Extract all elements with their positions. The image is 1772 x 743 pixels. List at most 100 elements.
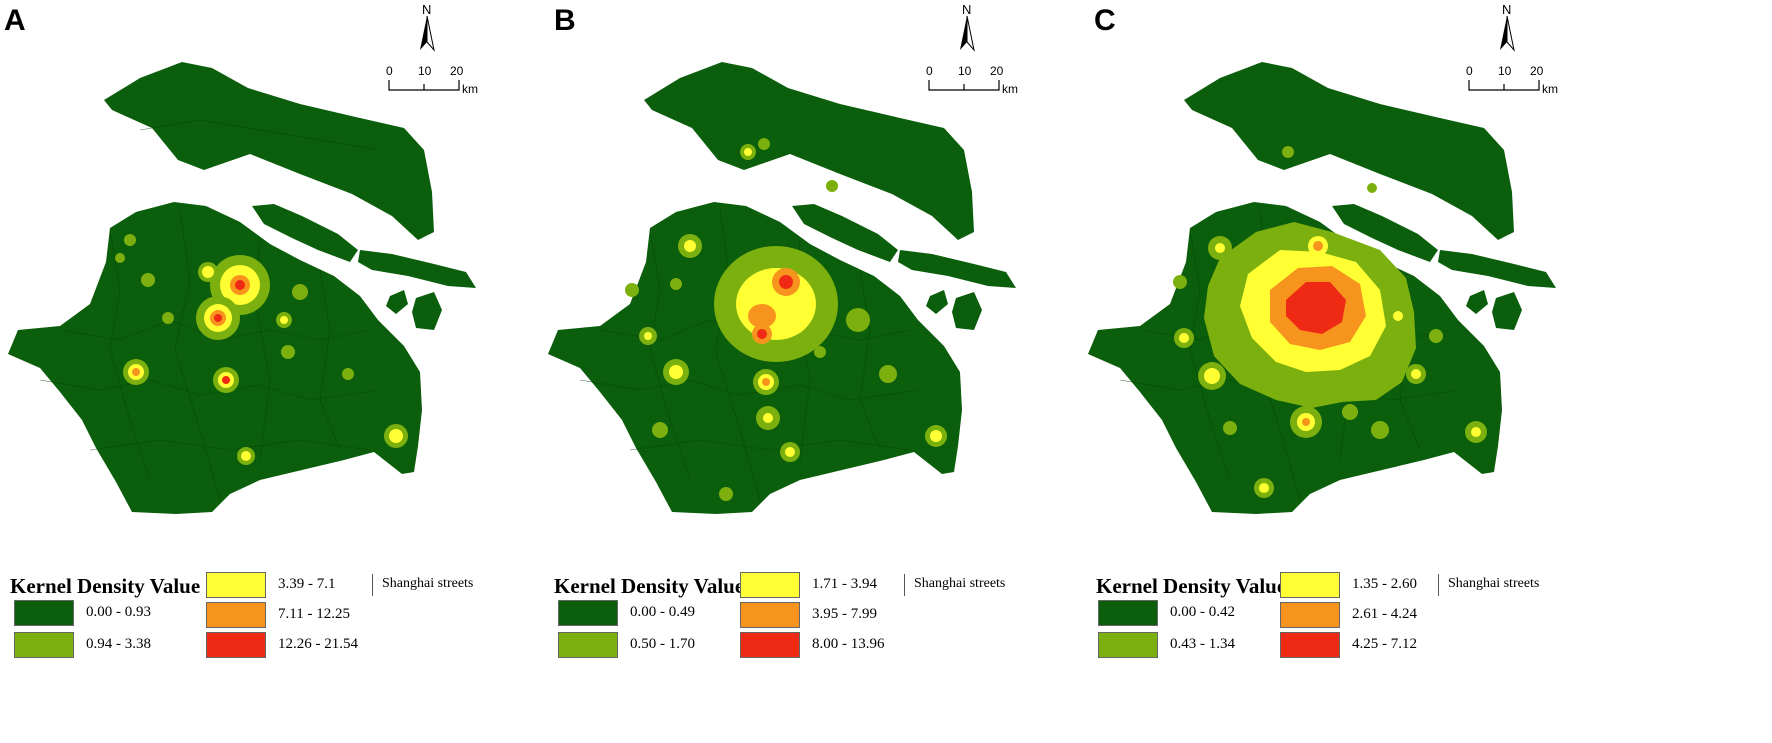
- legend-range: 1.35 - 2.60: [1352, 576, 1417, 592]
- hotspot: [1286, 282, 1346, 334]
- hotspot: [1308, 236, 1328, 256]
- hotspot: [1223, 421, 1237, 435]
- legend-range: 1.71 - 3.94: [812, 576, 877, 592]
- hotspot: [1173, 275, 1187, 289]
- legend-title: Kernel Density Value: [10, 574, 201, 598]
- panel-label: A: [4, 4, 26, 37]
- streets-legend-label: Shanghai streets: [914, 576, 1006, 591]
- hotspot: [1198, 362, 1226, 390]
- legend-swatch: [14, 600, 74, 626]
- hotspot: [780, 442, 800, 462]
- hotspot: [281, 345, 295, 359]
- hotspot: [925, 425, 947, 447]
- legend: Kernel Density Value 0.00 - 0.49 0.50 - …: [540, 570, 1120, 740]
- hotspot: [1282, 146, 1294, 158]
- scale-tick: 20: [1530, 64, 1544, 78]
- hotspot: [663, 359, 689, 385]
- streets-legend-label: Shanghai streets: [1448, 576, 1540, 591]
- legend-swatch: [1280, 632, 1340, 658]
- hotspot: [719, 487, 733, 501]
- scale-tick: 20: [450, 64, 464, 78]
- legend-swatch: [740, 602, 800, 628]
- legend-title: Kernel Density Value: [1096, 574, 1287, 598]
- legend-range: 8.00 - 13.96: [812, 636, 885, 652]
- legend-range: 0.94 - 3.38: [86, 636, 151, 652]
- scale-unit: km: [1542, 82, 1558, 96]
- hotspot: [115, 253, 125, 263]
- hotspot: [752, 324, 772, 344]
- scale-bar: 0 10 20 km: [384, 64, 494, 100]
- legend-swatch: [206, 572, 266, 598]
- hotspot: [210, 255, 270, 315]
- scale-unit: km: [462, 82, 478, 96]
- legend-swatch: [1280, 602, 1340, 628]
- hotspot: [1174, 328, 1194, 348]
- hengsha-island: [1438, 250, 1556, 288]
- legend-swatch: [558, 632, 618, 658]
- hotspot: [1367, 183, 1377, 193]
- hotspot: [1342, 404, 1358, 420]
- chongming-island: [644, 62, 974, 240]
- scale-tick: 20: [990, 64, 1004, 78]
- legend-title: Kernel Density Value: [554, 574, 745, 598]
- hotspot: [237, 447, 255, 465]
- streets-legend-line: [904, 574, 905, 596]
- base-land: [8, 62, 476, 514]
- hotspot: [196, 296, 240, 340]
- map-panel-a: A: [0, 0, 580, 743]
- hotspot: [124, 234, 136, 246]
- streets-legend-line: [372, 574, 373, 596]
- kernel-density-map: [8, 62, 476, 514]
- kernel-density-map: [548, 62, 1016, 514]
- hotspot: [384, 424, 408, 448]
- small-island-2: [952, 292, 982, 330]
- hotspot: [639, 327, 657, 345]
- hotspot: [758, 138, 770, 150]
- hotspot: [342, 368, 354, 380]
- streets-legend-label: Shanghai streets: [382, 576, 474, 591]
- panel-label: B: [554, 4, 576, 37]
- small-island-1: [926, 290, 948, 314]
- hotspot: [652, 422, 668, 438]
- mainland: [8, 202, 422, 514]
- legend-swatch: [740, 632, 800, 658]
- hotspot: [1290, 406, 1322, 438]
- legend-range: 2.61 - 4.24: [1352, 606, 1417, 622]
- legend-swatch: [206, 602, 266, 628]
- scale-tick: 0: [1466, 64, 1473, 78]
- hotspot: [1388, 306, 1408, 326]
- hotspot: [756, 406, 780, 430]
- legend-range: 7.11 - 12.25: [278, 606, 350, 622]
- legend-swatch: [1098, 632, 1158, 658]
- streets-legend-line: [1438, 574, 1439, 596]
- hotspot: [198, 262, 218, 282]
- legend-range: 0.00 - 0.42: [1170, 604, 1235, 620]
- hotspot: [625, 283, 639, 297]
- legend-swatch: [1098, 600, 1158, 626]
- hengsha-island: [898, 250, 1016, 288]
- legend-swatch: [206, 632, 266, 658]
- legend-swatch: [1280, 572, 1340, 598]
- legend-swatch: [740, 572, 800, 598]
- legend-swatch: [558, 600, 618, 626]
- hengsha-island: [358, 250, 476, 288]
- hotspot: [678, 234, 702, 258]
- scale-tick: 0: [926, 64, 933, 78]
- density-hotspots: [1173, 146, 1487, 498]
- density-hotspots: [115, 234, 408, 465]
- changxing-island: [252, 204, 358, 262]
- changxing-island: [792, 204, 898, 262]
- legend: Kernel Density Value 0.00 - 0.93 0.94 - …: [0, 570, 580, 740]
- hotspot: [826, 180, 838, 192]
- chongming-island: [1184, 62, 1514, 240]
- legend-range: 0.00 - 0.49: [630, 604, 695, 620]
- scale-tick: 10: [1498, 64, 1512, 78]
- hotspot: [1208, 236, 1232, 260]
- legend-swatch: [14, 632, 74, 658]
- density-hotspots: [625, 138, 947, 501]
- scale-bar: 0 10 20 km: [1464, 64, 1574, 100]
- hotspot: [141, 273, 155, 287]
- legend-range: 4.25 - 7.12: [1352, 636, 1417, 652]
- legend-range: 3.39 - 7.1: [278, 576, 336, 592]
- hotspot: [276, 312, 292, 328]
